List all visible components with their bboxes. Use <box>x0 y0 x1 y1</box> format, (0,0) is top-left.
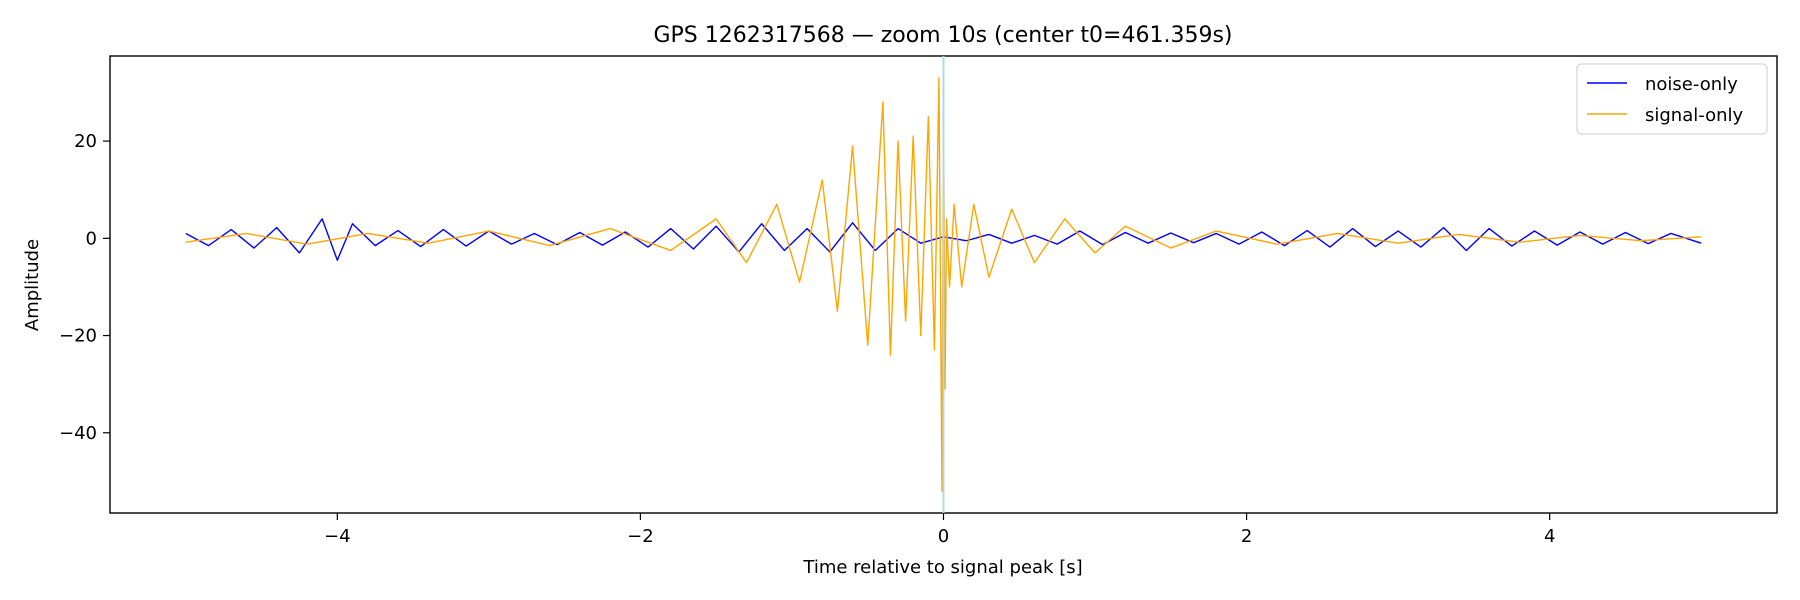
series-layer <box>185 77 1702 492</box>
y-tick-label: −40 <box>59 423 97 444</box>
chart-title: GPS 1262317568 — zoom 10s (center t0=461… <box>653 23 1232 48</box>
x-axis: −4 −2 0 2 4 <box>324 513 1555 547</box>
x-tick-label: −4 <box>324 526 351 547</box>
y-tick-label: 0 <box>86 228 97 249</box>
legend-label-signal-only: signal-only <box>1645 105 1743 126</box>
y-axis: −40 −20 0 20 <box>59 131 110 444</box>
series-line-signal-only <box>185 77 1702 492</box>
y-axis-label: Amplitude <box>22 239 43 331</box>
legend-label-noise-only: noise-only <box>1645 74 1738 95</box>
legend: noise-only signal-only <box>1576 63 1768 135</box>
plot-area <box>109 55 1778 514</box>
x-tick-label: −2 <box>627 526 654 547</box>
x-tick-label: 2 <box>1241 526 1252 547</box>
x-tick-label: 4 <box>1544 526 1555 547</box>
y-tick-label: 20 <box>74 131 97 152</box>
x-tick-label: 0 <box>938 526 949 547</box>
legend-box <box>1576 63 1768 135</box>
y-tick-label: −20 <box>59 326 97 347</box>
x-axis-label: Time relative to signal peak [s] <box>802 557 1082 578</box>
